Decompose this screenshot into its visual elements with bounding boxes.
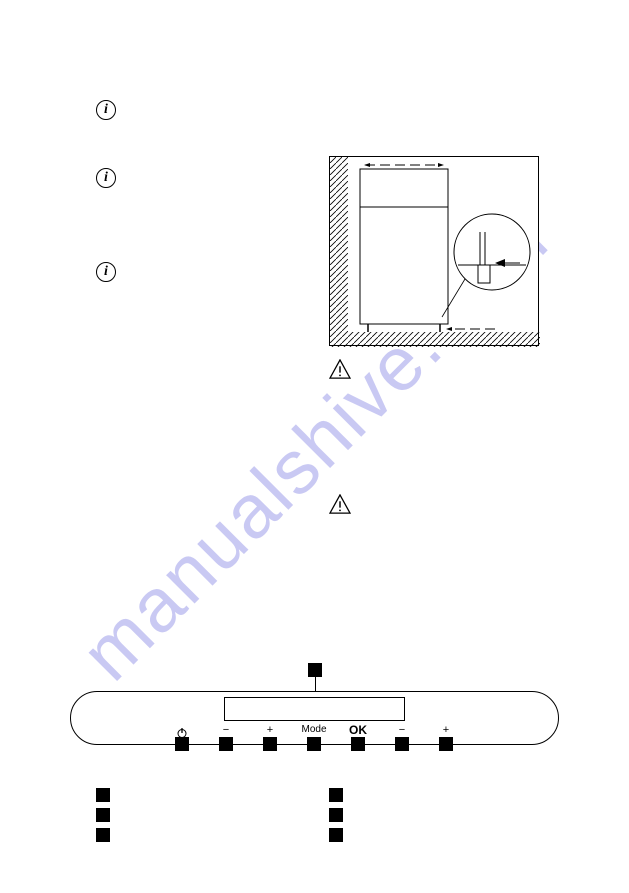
panel-display: [224, 697, 405, 721]
panel-button-marker: [351, 737, 365, 751]
panel-btn-plus2-label: +: [435, 724, 457, 736]
legend-marker: [329, 828, 343, 842]
info-icon: i: [96, 100, 116, 120]
legend-marker: [96, 808, 110, 822]
panel-button-marker: [263, 737, 277, 751]
panel-callout-marker: [308, 663, 322, 677]
panel-btn-minus-label: −: [215, 724, 237, 736]
legend-marker: [329, 808, 343, 822]
legend-marker: [329, 788, 343, 802]
panel-button-marker: [175, 737, 189, 751]
legend-marker: [96, 828, 110, 842]
panel-btn-ok-label: OK: [343, 723, 373, 737]
info-icon: i: [96, 168, 116, 188]
panel-button-marker: [307, 737, 321, 751]
panel-button-marker: [219, 737, 233, 751]
info-icon: i: [96, 262, 116, 282]
installation-diagram: [329, 156, 539, 346]
warning-icon: [329, 494, 351, 514]
legend-marker: [96, 788, 110, 802]
panel-btn-mode-label: Mode: [297, 724, 331, 735]
panel-button-marker: [395, 737, 409, 751]
panel-btn-plus-label: +: [259, 724, 281, 736]
panel-button-marker: [439, 737, 453, 751]
warning-icon: [329, 359, 351, 379]
panel-btn-minus2-label: −: [391, 724, 413, 736]
